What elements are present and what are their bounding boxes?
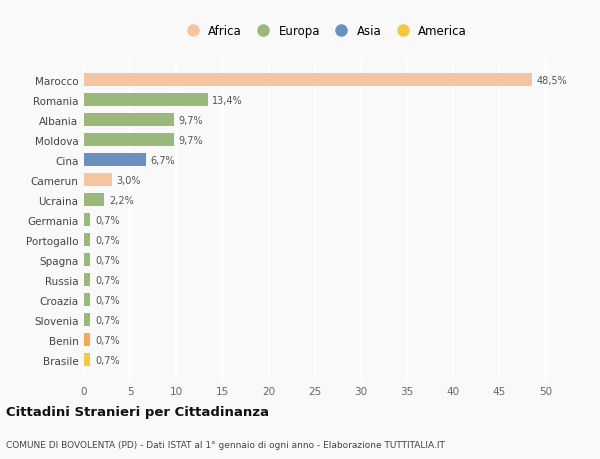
Text: 0,7%: 0,7% (95, 215, 120, 225)
Text: 9,7%: 9,7% (178, 135, 203, 146)
Bar (84, 214, 91, 227)
Bar (84, 74, 532, 87)
Bar (84, 254, 91, 267)
Text: 2,2%: 2,2% (109, 196, 134, 205)
Text: 0,7%: 0,7% (95, 355, 120, 365)
Text: 48,5%: 48,5% (536, 76, 567, 86)
Bar (84, 234, 91, 247)
Text: 3,0%: 3,0% (116, 175, 141, 185)
Bar (84, 274, 91, 286)
Bar (84, 154, 146, 167)
Text: 0,7%: 0,7% (95, 255, 120, 265)
Text: 13,4%: 13,4% (212, 96, 243, 106)
Bar (84, 114, 173, 127)
Bar (84, 174, 112, 187)
Text: 0,7%: 0,7% (95, 295, 120, 305)
Legend: Africa, Europa, Asia, America: Africa, Europa, Asia, America (176, 21, 472, 43)
Bar (84, 313, 91, 326)
Text: 6,7%: 6,7% (151, 156, 175, 166)
Bar (84, 294, 91, 307)
Text: 9,7%: 9,7% (178, 116, 203, 126)
Bar (84, 353, 91, 366)
Text: 0,7%: 0,7% (95, 315, 120, 325)
Bar (84, 194, 104, 207)
Text: COMUNE DI BOVOLENTA (PD) - Dati ISTAT al 1° gennaio di ogni anno - Elaborazione : COMUNE DI BOVOLENTA (PD) - Dati ISTAT al… (6, 441, 445, 449)
Text: 0,7%: 0,7% (95, 235, 120, 245)
Text: Cittadini Stranieri per Cittadinanza: Cittadini Stranieri per Cittadinanza (6, 405, 269, 419)
Bar (84, 334, 91, 347)
Text: 0,7%: 0,7% (95, 275, 120, 285)
Bar (84, 94, 208, 107)
Text: 0,7%: 0,7% (95, 335, 120, 345)
Bar (84, 134, 173, 147)
